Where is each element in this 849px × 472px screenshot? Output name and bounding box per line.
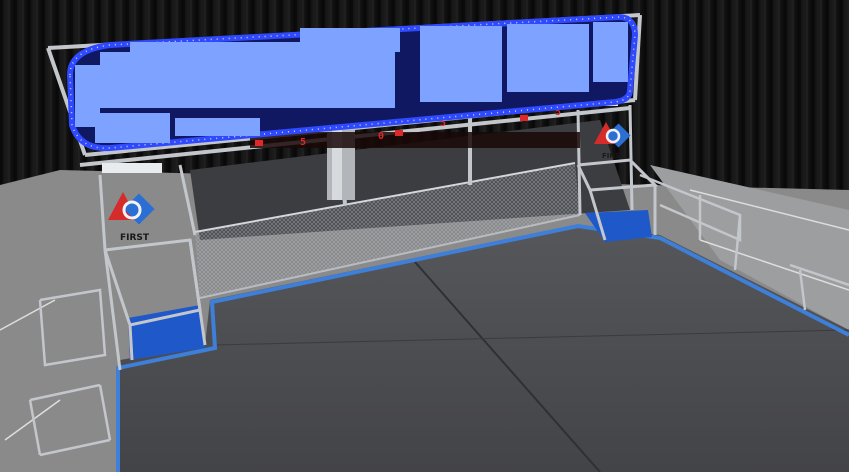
digit-4: 5 <box>555 107 561 118</box>
digit-1: 5 <box>300 137 306 148</box>
mat-seam <box>414 261 601 472</box>
left-goal-frame <box>98 164 207 371</box>
first-logo-left: FIRST <box>108 192 155 243</box>
left-side-rail <box>28 288 112 457</box>
digit-2: 0 <box>378 131 384 142</box>
first-logo-right-text: FIRST <box>602 152 625 160</box>
back-wall-mesh <box>195 163 580 298</box>
digit-strip: 5 0 5 5 <box>250 107 580 148</box>
first-logo-left-text: FIRST <box>120 233 150 243</box>
field-mat <box>120 225 849 472</box>
digit-3: 5 <box>440 118 446 129</box>
boundary-tape <box>116 223 849 472</box>
right-goal-frame <box>576 104 659 241</box>
redacted-sign-content <box>75 22 628 143</box>
mat-seam <box>214 329 849 346</box>
goal-pad-left <box>128 305 205 360</box>
light-strip-left <box>102 163 162 173</box>
right-side-rail <box>639 173 849 311</box>
